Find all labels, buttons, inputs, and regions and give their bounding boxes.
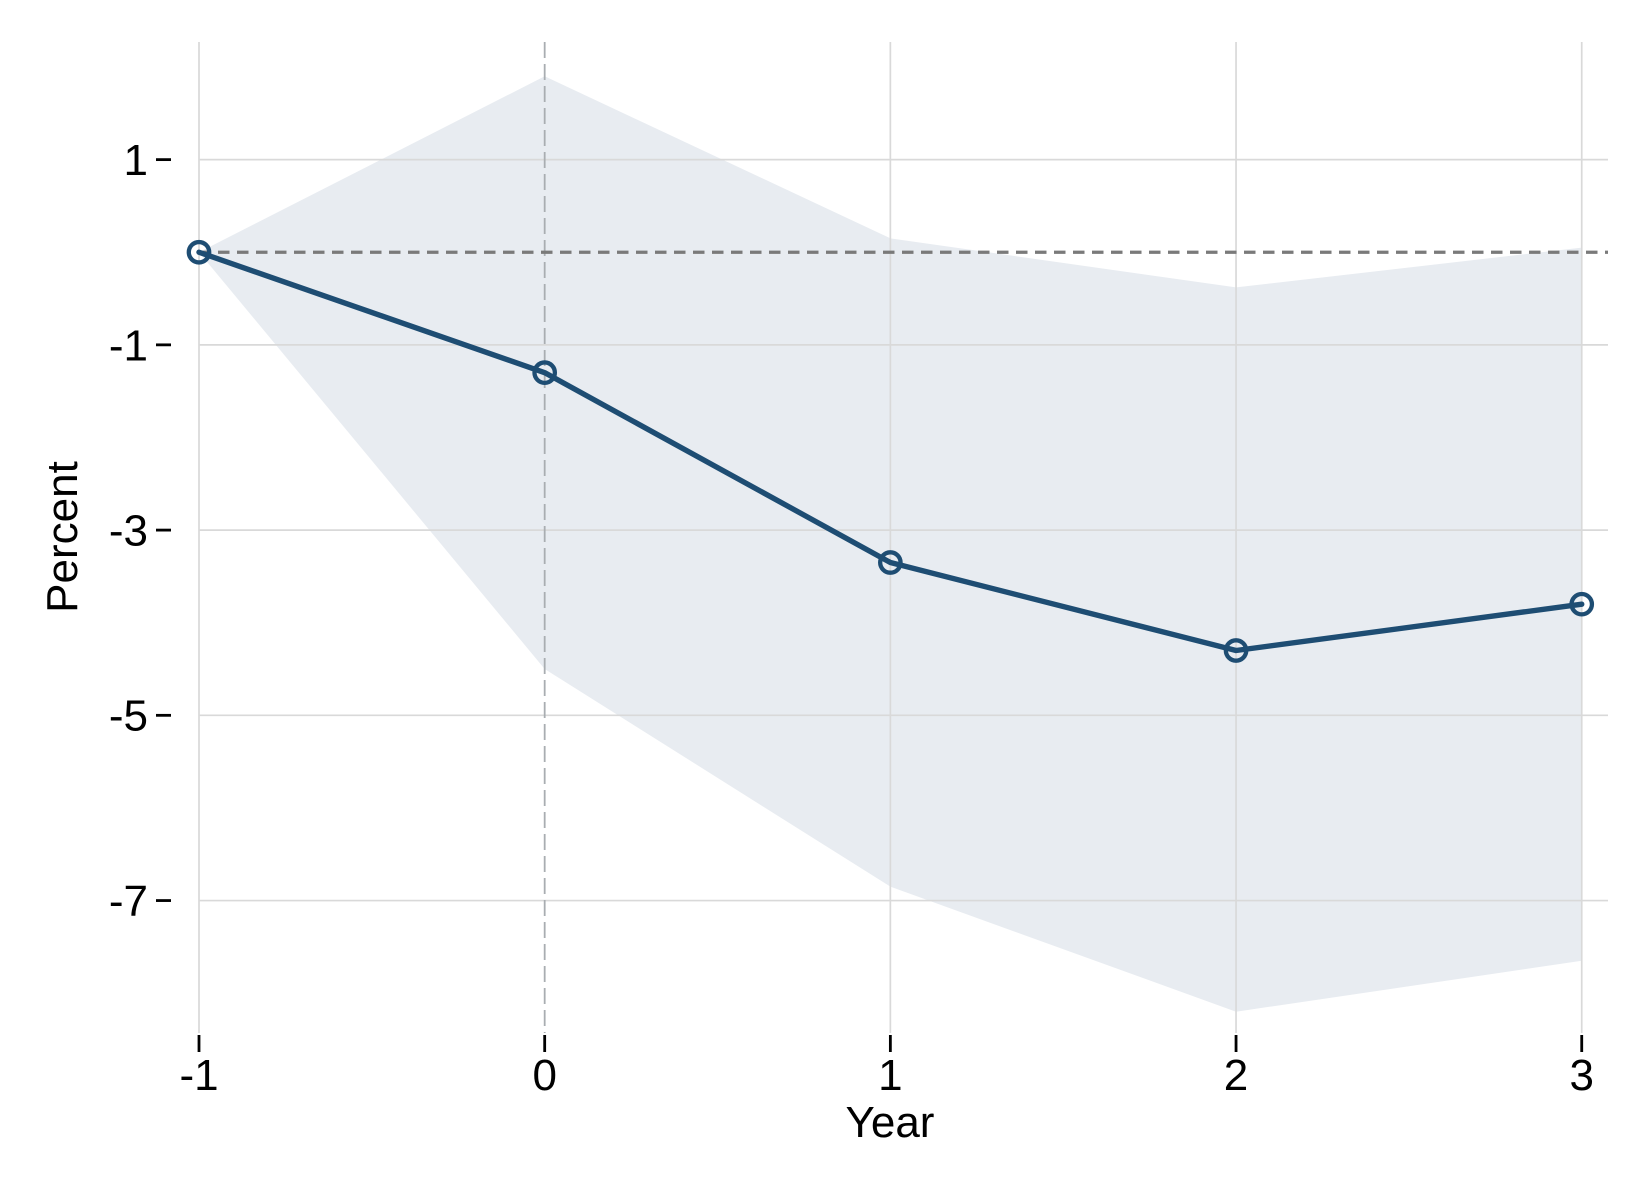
x-tick-label: 2: [1224, 1051, 1248, 1100]
x-tick-label: 3: [1569, 1051, 1593, 1100]
x-tick-label: 1: [878, 1051, 902, 1100]
y-tick-label: -1: [109, 321, 148, 370]
data-point-marker: [1223, 638, 1249, 663]
data-point-marker: [532, 360, 558, 385]
data-point-marker: [878, 550, 903, 575]
y-axis-title: Percent: [38, 461, 87, 613]
data-point-marker: [186, 239, 212, 265]
x-tick-label: 0: [532, 1051, 556, 1100]
y-tick-label: -7: [109, 877, 148, 926]
y-tick-label: -3: [109, 506, 148, 555]
y-tick-label: -5: [109, 692, 148, 741]
y-tick-label: 1: [124, 136, 148, 185]
x-axis-title: Year: [845, 1098, 935, 1147]
x-tick-label: -1: [179, 1051, 218, 1100]
estimate-line: [196, 249, 1585, 654]
data-point-marker: [1569, 591, 1595, 617]
